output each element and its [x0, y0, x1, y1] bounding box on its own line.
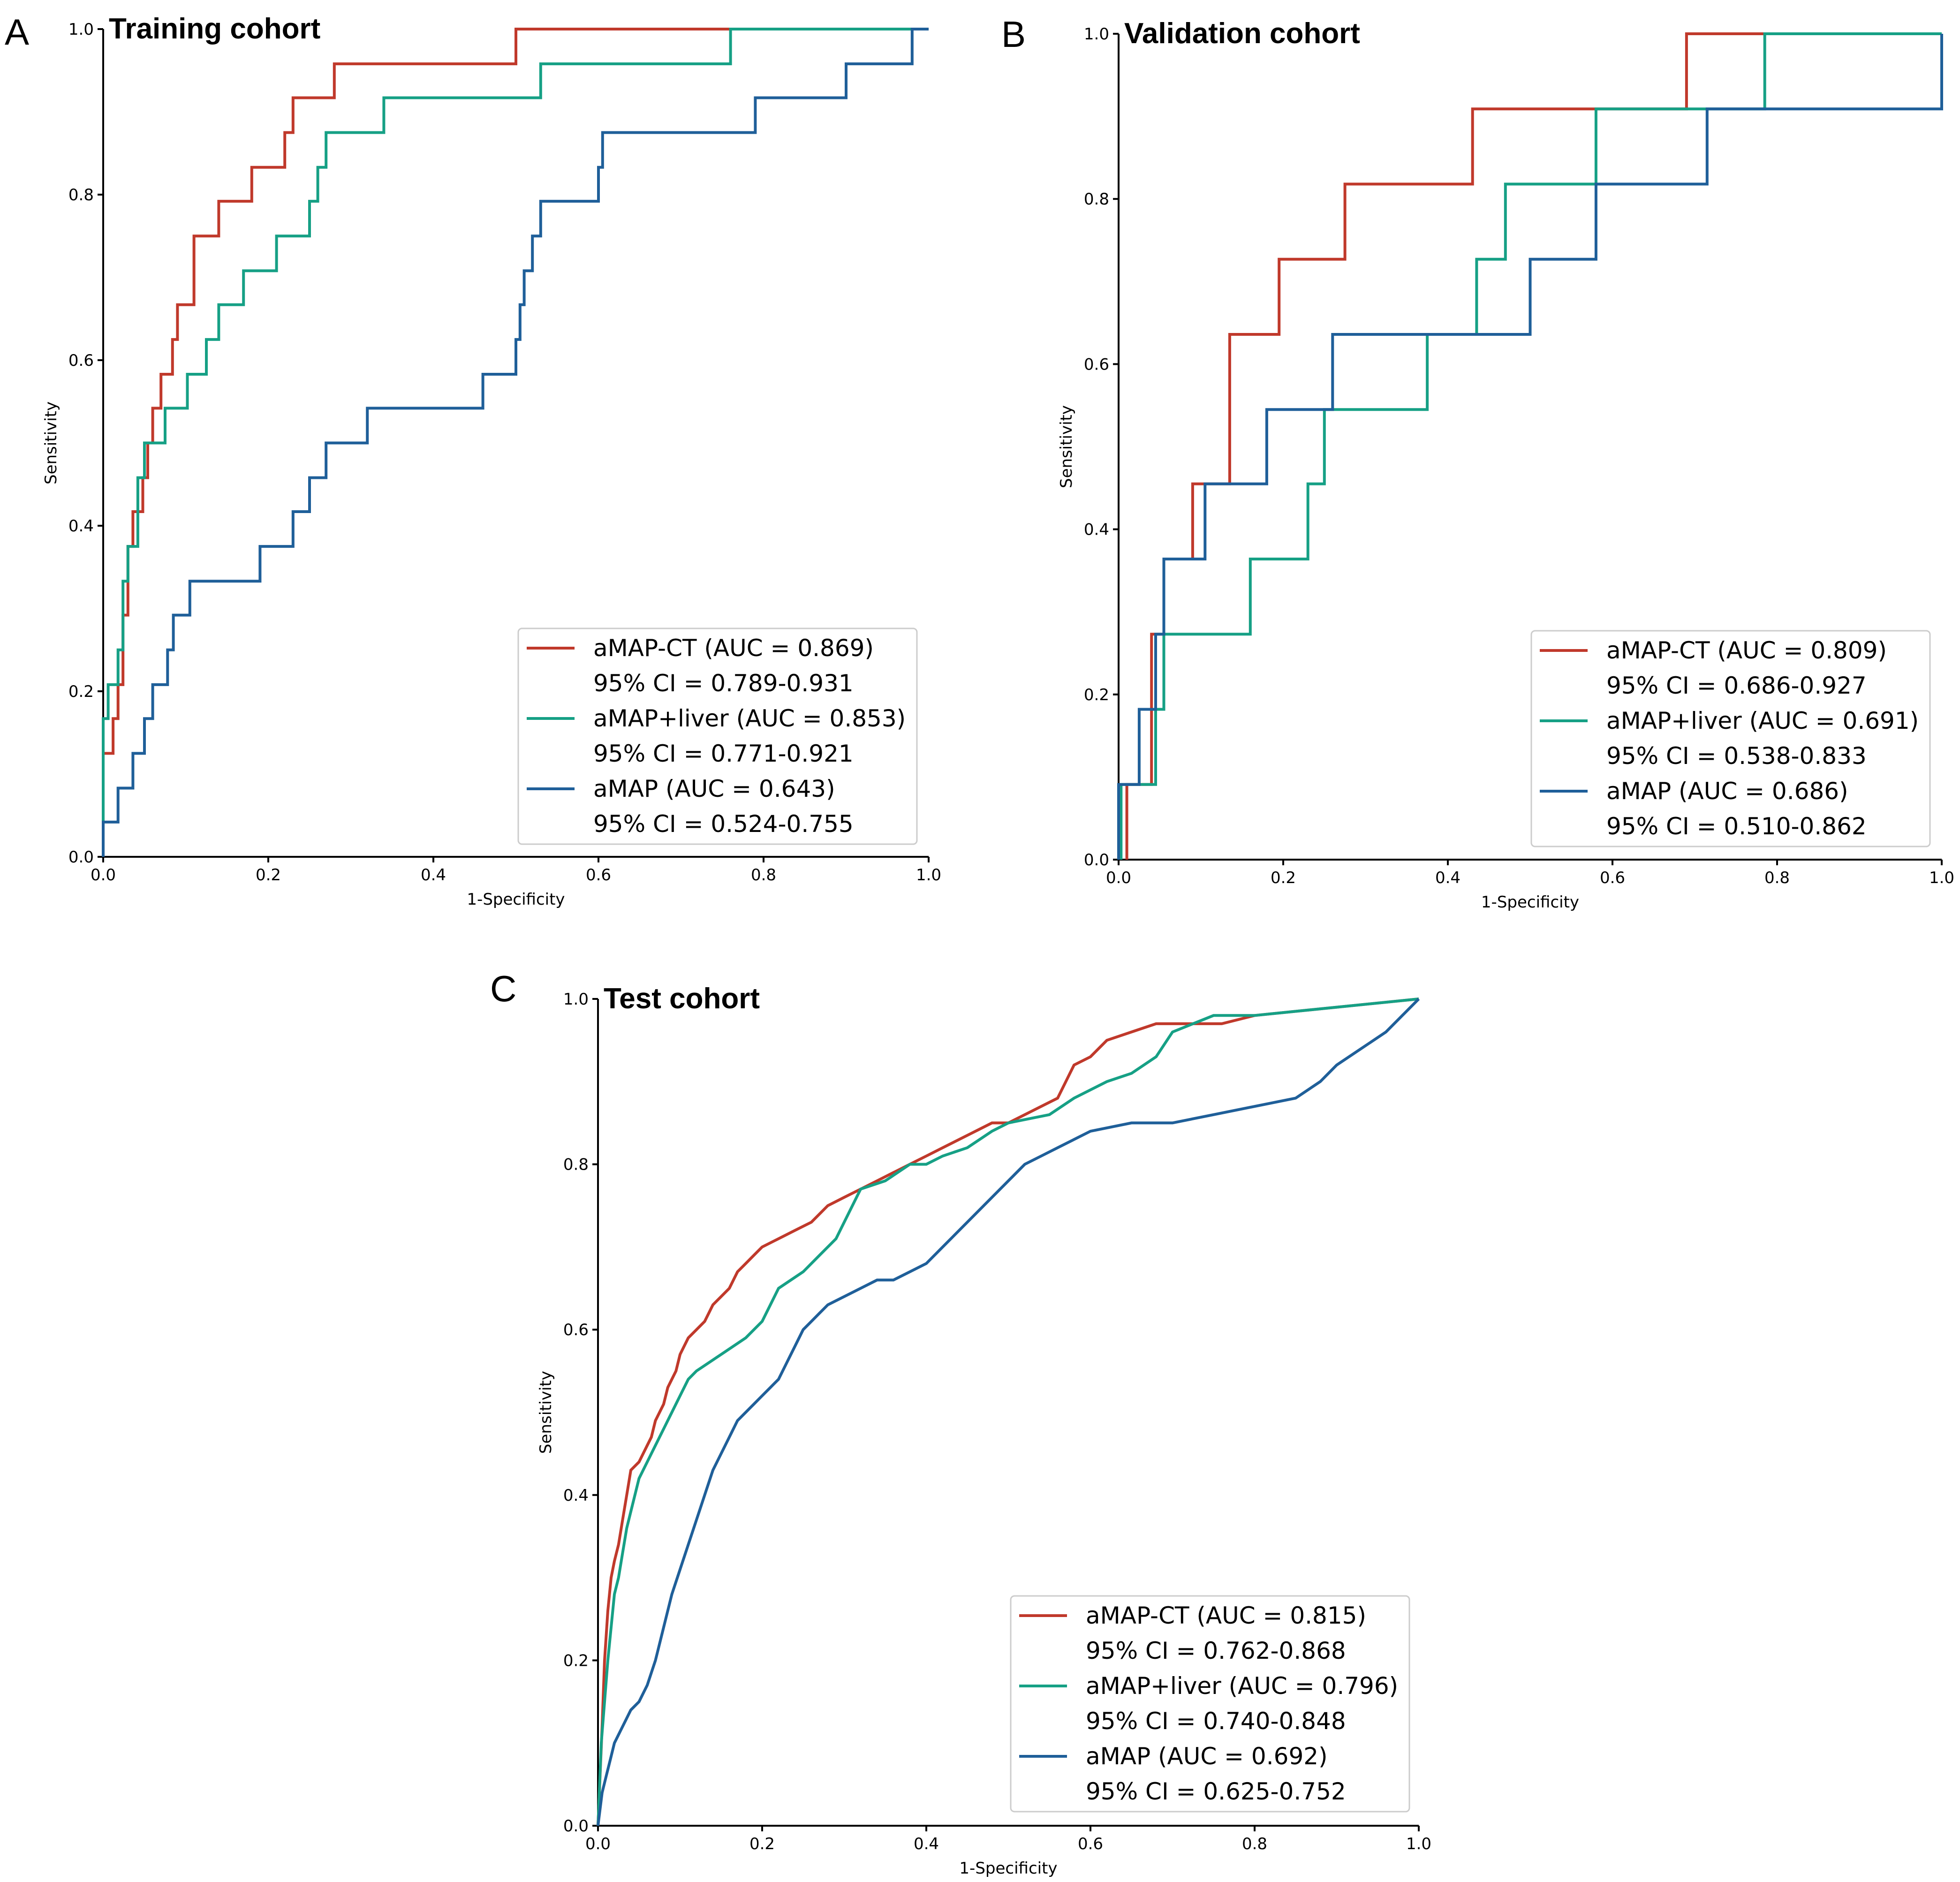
roc-curve-series-3 — [597, 998, 1420, 1826]
chart-panel-b: B Validation cohort 0.0 0.2 0.4 0.6 0.8 1.0 0.0 0… — [1001, 14, 1954, 912]
legend-entry-label: aMAP (AUC = 0.686) — [1606, 778, 1848, 805]
y-tick-label: 0.4 — [1084, 521, 1109, 539]
x-tick-label: 0.0 — [1106, 869, 1131, 887]
x-tick-label: 0.2 — [256, 866, 281, 884]
legend-entry-ci: 95% CI = 0.740-0.848 — [1086, 1708, 1346, 1735]
y-axis-label: Sensitivity — [1057, 405, 1076, 488]
x-tick-label: 1.0 — [1406, 1835, 1431, 1853]
y-tick-label: 0.8 — [1084, 190, 1109, 209]
chart-title: Training cohort — [109, 13, 320, 45]
legend: aMAP-CT (AUC = 0.809) 95% CI = 0.686-0.92… — [1530, 630, 1931, 847]
y-tick-label: 1.0 — [563, 990, 589, 1009]
y-tick-label: 0.8 — [563, 1156, 589, 1174]
y-tick-label: 0.2 — [68, 682, 94, 701]
x-axis-label: 1-Specificity — [1481, 893, 1579, 912]
y-tick-label: 0.6 — [68, 351, 94, 370]
y-tick-label: 0.2 — [1084, 686, 1109, 704]
panel-letter: C — [490, 968, 516, 1009]
legend-entry-ci: 95% CI = 0.762-0.868 — [1086, 1637, 1346, 1664]
legend-entry-label: aMAP+liver (AUC = 0.853) — [593, 705, 906, 732]
y-tick-label: 0.4 — [563, 1486, 589, 1505]
legend-entry-label: aMAP-CT (AUC = 0.809) — [1606, 637, 1887, 664]
legend-entry-label: aMAP-CT (AUC = 0.869) — [593, 635, 874, 662]
legend-entry-label: aMAP-CT (AUC = 0.815) — [1086, 1602, 1366, 1629]
y-tick-label: 1.0 — [1084, 25, 1109, 44]
x-tick-label: 0.6 — [1600, 869, 1625, 887]
legend-entry-ci: 95% CI = 0.524-0.755 — [593, 810, 854, 838]
roc-curve-series-3 — [1117, 34, 1943, 860]
roc-curve-series-1 — [597, 998, 1419, 1826]
legend-entry-ci: 95% CI = 0.538-0.833 — [1606, 742, 1867, 770]
y-tick-label: 0.2 — [563, 1651, 589, 1670]
x-tick-label: 0.8 — [1764, 869, 1790, 887]
x-tick-label: 0.0 — [585, 1835, 611, 1853]
x-tick-label: 0.0 — [91, 866, 116, 884]
roc-curve-series-1 — [1125, 32, 1942, 860]
legend-entry-label: aMAP+liver (AUC = 0.796) — [1086, 1672, 1398, 1700]
chart-panel-c: C Test cohort 0.0 0.2 0.4 0.6 0.8 1.0 0.0 0.2 0.4 0… — [490, 968, 1431, 1878]
legend-entry-ci: 95% CI = 0.510-0.862 — [1606, 813, 1867, 840]
x-tick-label: 0.6 — [1078, 1835, 1103, 1853]
y-axis-label: Sensitivity — [42, 401, 61, 484]
legend-box — [1530, 630, 1931, 847]
x-tick-label: 0.2 — [749, 1835, 775, 1853]
legend: aMAP-CT (AUC = 0.815) 95% CI = 0.762-0.86… — [1010, 1595, 1410, 1813]
panel-letter: B — [1001, 14, 1026, 55]
x-tick-label: 0.4 — [1435, 869, 1461, 887]
x-tick-label: 0.4 — [421, 866, 446, 884]
y-tick-label: 0.0 — [1084, 851, 1109, 869]
chart-panel-a: A Training cohort 0.0 0.2 0.4 0.6 0.8 1.0 0.0 0.2… — [5, 11, 941, 909]
legend-box — [1010, 1595, 1410, 1813]
chart-title: Validation cohort — [1124, 17, 1360, 50]
legend-entry-label: aMAP (AUC = 0.643) — [593, 775, 835, 802]
y-axis-label: Sensitivity — [537, 1371, 555, 1454]
y-tick-label: 0.4 — [68, 517, 94, 536]
roc-curve-series-3 — [102, 28, 929, 857]
legend: aMAP-CT (AUC = 0.869) 95% CI = 0.789-0.93… — [517, 627, 918, 845]
roc-curve-series-2 — [102, 28, 929, 857]
legend-entry-ci: 95% CI = 0.686-0.927 — [1606, 672, 1867, 699]
x-tick-label: 1.0 — [1929, 869, 1954, 887]
chart-title: Test cohort — [604, 983, 760, 1015]
x-tick-label: 0.2 — [1271, 869, 1296, 887]
x-tick-label: 1.0 — [916, 866, 941, 884]
panel-letter: A — [5, 11, 29, 53]
legend-entry-label: aMAP+liver (AUC = 0.691) — [1606, 707, 1919, 734]
x-tick-label: 0.8 — [751, 866, 776, 884]
legend-entry-label: aMAP (AUC = 0.692) — [1086, 1743, 1328, 1770]
legend-box — [517, 627, 918, 845]
x-tick-label: 0.4 — [914, 1835, 939, 1853]
y-tick-label: 0.0 — [563, 1817, 589, 1836]
x-tick-label: 0.8 — [1242, 1835, 1267, 1853]
legend-entry-ci: 95% CI = 0.625-0.752 — [1086, 1778, 1346, 1805]
x-axis-label: 1-Specificity — [467, 890, 565, 909]
y-tick-label: 1.0 — [68, 20, 94, 39]
legend-entry-ci: 95% CI = 0.771-0.921 — [593, 740, 854, 767]
y-tick-label: 0.6 — [1084, 355, 1109, 374]
x-axis-label: 1-Specificity — [959, 1859, 1057, 1878]
y-tick-label: 0.0 — [68, 848, 94, 867]
roc-curve-series-2 — [597, 998, 1419, 1826]
x-tick-label: 0.6 — [586, 866, 611, 884]
y-tick-label: 0.8 — [68, 186, 94, 204]
y-tick-label: 0.6 — [563, 1321, 589, 1339]
legend-entry-ci: 95% CI = 0.789-0.931 — [593, 670, 854, 697]
